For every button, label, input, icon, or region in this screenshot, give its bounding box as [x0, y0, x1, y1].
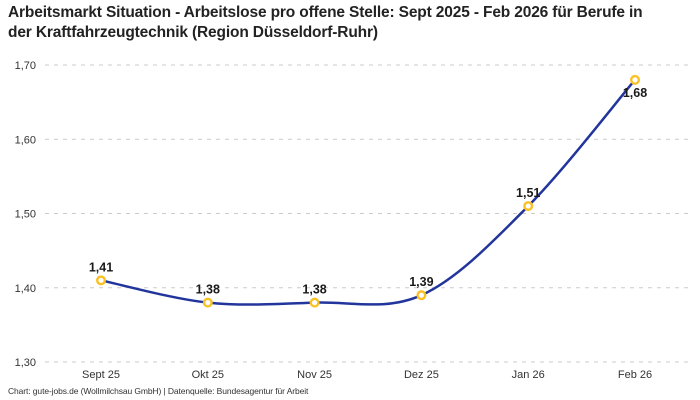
data-point-label: 1,68: [623, 86, 647, 100]
data-point-label: 1,41: [89, 260, 113, 274]
x-axis-tick-label: Nov 25: [297, 369, 332, 381]
y-axis-tick-label: 1,30: [15, 357, 36, 369]
data-point-marker[interactable]: [416, 290, 427, 301]
data-point-label: 1,38: [302, 283, 326, 297]
data-point-marker[interactable]: [95, 275, 106, 286]
data-point-marker[interactable]: [202, 297, 213, 308]
chart-attribution: Chart: gute-jobs.de (Wollmilchsau GmbH) …: [8, 386, 309, 396]
data-point-label: 1,38: [196, 283, 220, 297]
series-line: [99, 78, 637, 306]
x-axis-tick-label: Jan 26: [512, 369, 545, 381]
data-point-label: 1,51: [516, 186, 540, 200]
y-axis-tick-label: 1,50: [15, 209, 36, 221]
x-axis-tick-label: Sept 25: [82, 369, 120, 381]
x-axis-tick-label: Okt 25: [192, 369, 224, 381]
data-point-marker[interactable]: [309, 297, 320, 308]
x-axis-tick-label: Dez 25: [404, 369, 439, 381]
chart-title: Arbeitsmarkt Situation - Arbeitslose pro…: [8, 4, 643, 41]
y-axis-tick-label: 1,60: [15, 134, 36, 146]
x-axis-tick-label: Feb 26: [618, 369, 652, 381]
data-point-marker[interactable]: [523, 201, 534, 212]
data-point-label: 1,39: [409, 275, 433, 289]
data-point-marker[interactable]: [630, 74, 641, 85]
y-axis-tick-label: 1,40: [15, 283, 36, 295]
y-axis-tick-label: 1,70: [15, 60, 36, 72]
